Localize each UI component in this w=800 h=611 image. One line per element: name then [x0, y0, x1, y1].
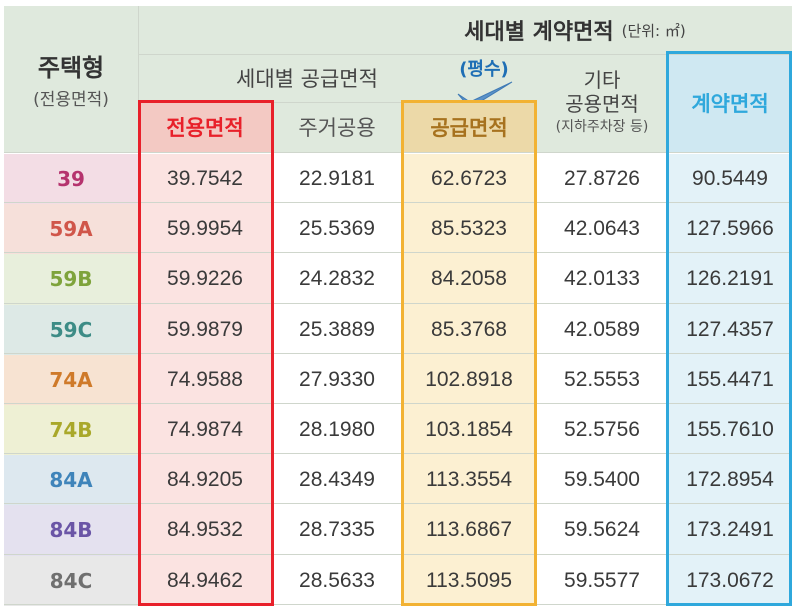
header-supply-area: 공급면적 [402, 102, 536, 152]
supply-cell: 113.6867 [402, 505, 536, 556]
residential-common-cell: 22.9181 [272, 154, 402, 205]
exclusive-cell: 74.9874 [138, 405, 272, 456]
exclusive-cell: 74.9588 [138, 354, 272, 405]
contract-cell: 126.2191 [668, 254, 792, 305]
row-divider [4, 302, 792, 304]
housing-type-cell: 84C [4, 555, 138, 606]
other-common-cell: 42.0643 [536, 204, 668, 255]
header-divider [138, 54, 792, 55]
residential-common-cell: 25.5369 [272, 204, 402, 255]
exclusive-area-label: 전용면적 [166, 116, 244, 140]
supply-cell: 113.5095 [402, 555, 536, 606]
contract-cell: 173.2491 [668, 505, 792, 556]
contract-cell: 127.4357 [668, 304, 792, 355]
housing-type-cell: 39 [4, 154, 138, 205]
header-contract-area: 계약면적 [668, 54, 792, 152]
contract-area-title: 세대별 계약면적 [464, 20, 614, 45]
housing-type-label: 주택형 [37, 54, 105, 82]
contract-cell: 155.7610 [668, 405, 792, 456]
contract-cell: 127.5966 [668, 204, 792, 255]
residential-common-cell: 28.4349 [272, 455, 402, 506]
header-other-common: 기타 공용면적 (지하주차장 등) [536, 54, 668, 152]
other-common-cell: 27.8726 [536, 154, 668, 205]
residential-common-cell: 27.9330 [272, 354, 402, 405]
row-divider [4, 503, 792, 505]
supply-area-group-label: 세대별 공급면적 [236, 67, 378, 91]
other-common-cell: 42.0589 [536, 304, 668, 355]
residential-common-label: 주거공용 [298, 116, 376, 140]
housing-type-cell: 59C [4, 304, 138, 355]
other-common-cell: 52.5756 [536, 405, 668, 456]
supply-cell: 103.1854 [402, 405, 536, 456]
residential-common-cell: 28.7335 [272, 505, 402, 556]
exclusive-cell: 84.9205 [138, 455, 272, 506]
supply-cell: 113.3554 [402, 455, 536, 506]
pyeong-note: (평수) [434, 54, 534, 82]
housing-type-cell: 74B [4, 405, 138, 456]
housing-type-sublabel: (전용면적) [33, 90, 109, 110]
row-divider [4, 403, 792, 404]
supply-cell: 85.3768 [402, 304, 536, 355]
residential-common-cell: 24.2832 [272, 254, 402, 305]
other-common-line3: (지하주차장 등) [555, 119, 649, 135]
supply-cell: 84.2058 [402, 254, 536, 305]
row-divider [4, 252, 792, 254]
header-residential-common: 주거공용 [272, 102, 402, 152]
unit-label: (단위: ㎡) [621, 21, 686, 40]
header-supply-area-group: 세대별 공급면적 [138, 54, 536, 102]
column-divider [402, 102, 403, 606]
contract-cell: 172.8954 [668, 455, 792, 506]
housing-type-cell: 84B [4, 505, 138, 556]
row-divider [4, 352, 792, 354]
row-divider [4, 202, 792, 204]
contract-area-label: 계약면적 [691, 92, 769, 116]
area-table: 주택형 (전용면적) 세대별 계약면적 (단위: ㎡) 세대별 공급면적 (평수… [4, 6, 792, 606]
row-divider [4, 152, 792, 153]
other-common-cell: 52.5553 [536, 354, 668, 405]
row-divider [4, 553, 792, 555]
residential-common-cell: 28.1980 [272, 405, 402, 456]
housing-type-cell: 59A [4, 204, 138, 255]
header-contract-area-title: 세대별 계약면적 (단위: ㎡) [138, 6, 792, 54]
other-common-line2: 공용면적 [565, 92, 639, 116]
row-divider [4, 453, 792, 455]
exclusive-cell: 59.9954 [138, 204, 272, 255]
exclusive-cell: 84.9532 [138, 505, 272, 556]
column-divider [272, 102, 273, 606]
supply-cell: 62.6723 [402, 154, 536, 205]
column-divider [668, 102, 669, 606]
exclusive-cell: 39.7542 [138, 154, 272, 205]
exclusive-cell: 59.9879 [138, 304, 272, 355]
housing-type-cell: 59B [4, 254, 138, 305]
contract-cell: 173.0672 [668, 555, 792, 606]
row-divider [4, 603, 792, 605]
other-common-cell: 59.5624 [536, 505, 668, 556]
housing-type-cell: 84A [4, 455, 138, 506]
column-divider [536, 102, 537, 606]
supply-area-label: 공급면적 [430, 116, 508, 140]
residential-common-cell: 25.3889 [272, 304, 402, 355]
supply-cell: 102.8918 [402, 354, 536, 405]
column-divider [138, 6, 139, 606]
supply-cell: 85.5323 [402, 204, 536, 255]
contract-cell: 90.5449 [668, 154, 792, 205]
other-common-line1: 기타 [583, 68, 621, 92]
pyeong-note-label: (평수) [459, 59, 509, 80]
exclusive-cell: 84.9462 [138, 555, 272, 606]
header-housing-type: 주택형 (전용면적) [4, 6, 138, 152]
other-common-cell: 59.5577 [536, 555, 668, 606]
header-exclusive-area: 전용면적 [138, 102, 272, 152]
other-common-cell: 42.0133 [536, 254, 668, 305]
residential-common-cell: 28.5633 [272, 555, 402, 606]
contract-cell: 155.4471 [668, 354, 792, 405]
other-common-cell: 59.5400 [536, 455, 668, 506]
exclusive-cell: 59.9226 [138, 254, 272, 305]
housing-type-cell: 74A [4, 354, 138, 405]
header-divider [138, 102, 536, 103]
